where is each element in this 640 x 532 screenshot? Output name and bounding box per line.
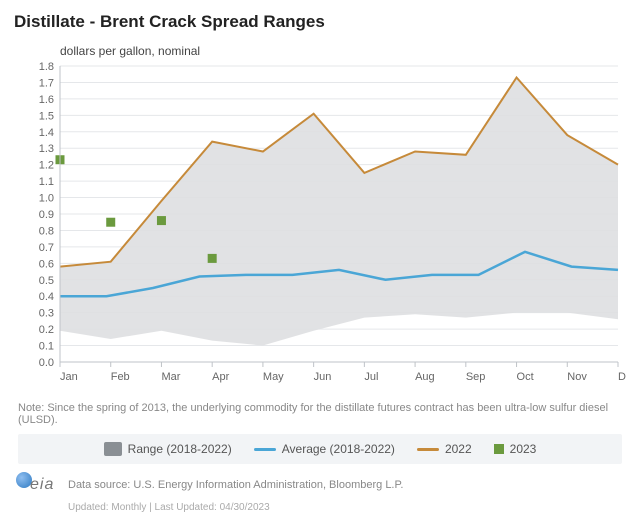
- eia-logo: eia: [16, 472, 56, 498]
- svg-text:1.5: 1.5: [39, 110, 54, 122]
- svg-text:Nov: Nov: [567, 371, 587, 383]
- svg-text:Jun: Jun: [314, 371, 332, 383]
- legend-item-2022: 2022: [417, 442, 472, 456]
- svg-text:1.3: 1.3: [39, 143, 54, 155]
- svg-text:Oct: Oct: [517, 371, 534, 383]
- svg-text:Dec: Dec: [618, 371, 626, 383]
- footer: eia Data source: U.S. Energy Information…: [16, 472, 626, 498]
- svg-text:1.2: 1.2: [39, 160, 54, 172]
- svg-text:1.7: 1.7: [39, 77, 54, 89]
- svg-text:1.0: 1.0: [39, 193, 54, 205]
- svg-text:Jul: Jul: [364, 371, 378, 383]
- legend-item-avg: Average (2018-2022): [254, 442, 395, 456]
- legend-label-2022: 2022: [445, 442, 472, 456]
- svg-text:1.4: 1.4: [39, 127, 54, 139]
- svg-text:Feb: Feb: [111, 371, 130, 383]
- legend-label-2023: 2023: [510, 442, 537, 456]
- avg-line-icon: [254, 448, 276, 451]
- legend-label-range: Range (2018-2022): [128, 442, 232, 456]
- legend-item-2023: 2023: [494, 442, 537, 456]
- logo-text: eia: [30, 476, 54, 494]
- svg-text:0.1: 0.1: [39, 341, 54, 353]
- svg-text:1.6: 1.6: [39, 94, 54, 106]
- svg-text:Jan: Jan: [60, 371, 78, 383]
- legend-item-range: Range (2018-2022): [104, 442, 232, 456]
- page-title: Distillate - Brent Crack Spread Ranges: [14, 12, 626, 32]
- y2023-square-icon: [494, 444, 504, 454]
- svg-text:0.5: 0.5: [39, 275, 54, 287]
- legend: Range (2018-2022) Average (2018-2022) 20…: [18, 434, 622, 464]
- crack-spread-chart: 0.0 0.1 0.2 0.3 0.4 0.5 0.6 0.7 0.8 0.9 1.0 1.1 1.2 1…: [14, 62, 626, 392]
- chart-note: Note: Since the spring of 2013, the unde…: [18, 402, 626, 426]
- svg-text:0.4: 0.4: [39, 291, 54, 303]
- svg-text:Aug: Aug: [415, 371, 435, 383]
- svg-text:0.7: 0.7: [39, 242, 54, 254]
- svg-text:May: May: [263, 371, 284, 383]
- legend-label-avg: Average (2018-2022): [282, 442, 395, 456]
- svg-text:0.0: 0.0: [39, 357, 54, 369]
- svg-text:0.6: 0.6: [39, 258, 54, 270]
- y-axis-unit: dollars per gallon, nominal: [60, 44, 626, 58]
- svg-text:Mar: Mar: [161, 371, 180, 383]
- svg-text:0.2: 0.2: [39, 324, 54, 336]
- svg-text:0.9: 0.9: [39, 209, 54, 221]
- data-source: Data source: U.S. Energy Information Adm…: [68, 479, 403, 491]
- svg-text:Sep: Sep: [466, 371, 486, 383]
- svg-text:1.1: 1.1: [39, 176, 54, 188]
- svg-text:0.8: 0.8: [39, 225, 54, 237]
- svg-text:1.8: 1.8: [39, 62, 54, 73]
- svg-text:Apr: Apr: [212, 371, 229, 383]
- updated-text: Updated: Monthly | Last Updated: 04/30/2…: [68, 502, 626, 513]
- chart-svg: 0.0 0.1 0.2 0.3 0.4 0.5 0.6 0.7 0.8 0.9 1.0 1.1 1.2 1…: [14, 62, 626, 392]
- y2022-line-icon: [417, 448, 439, 451]
- svg-text:0.3: 0.3: [39, 308, 54, 320]
- range-swatch-icon: [104, 442, 122, 456]
